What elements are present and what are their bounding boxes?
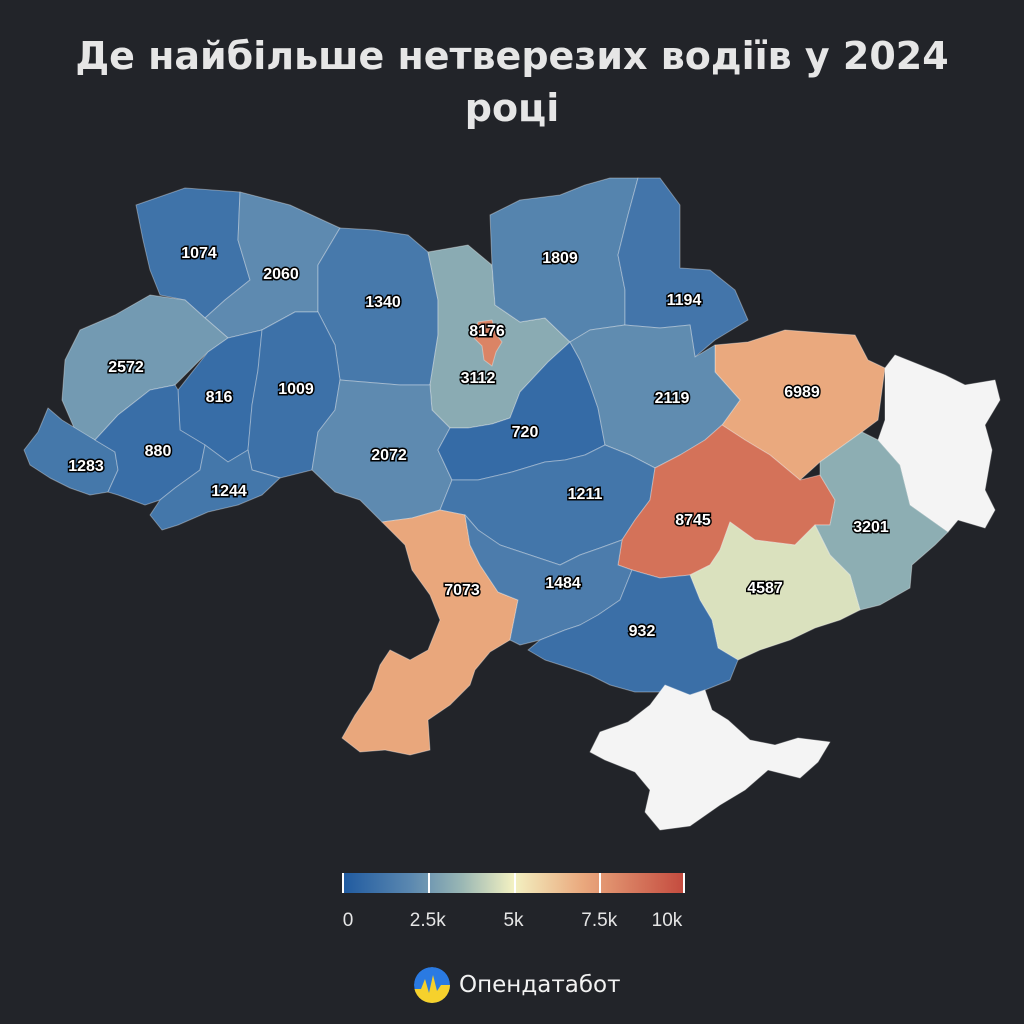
- region-donetsk[interactable]: [814, 431, 949, 611]
- value-label-mykolaiv: 1484: [545, 575, 581, 592]
- brand-logo: Опендатабот: [414, 965, 620, 1005]
- value-label-cherkasy: 720: [512, 424, 539, 441]
- legend-tick-label: 2.5k: [409, 910, 446, 931]
- value-label-zhytomyr: 1340: [365, 294, 401, 311]
- value-label-ternopil: 816: [206, 389, 233, 406]
- value-label-rivne: 2060: [263, 266, 299, 283]
- value-label-kharkiv: 6989: [784, 384, 820, 401]
- legend-tick: [599, 873, 602, 893]
- value-label-lviv: 2572: [108, 359, 144, 376]
- legend-tick-label: 7.5k: [581, 910, 618, 931]
- legend-tick-label: 10k: [651, 910, 683, 931]
- value-label-zaporizhzhia: 4587: [747, 580, 783, 597]
- value-label-donetsk: 3201: [853, 519, 889, 536]
- value-label-kyiv-city: 8176: [469, 323, 505, 340]
- value-label-chernihiv: 1809: [542, 250, 578, 267]
- region-sumy[interactable]: [617, 177, 749, 358]
- region-kyiv-city[interactable]: [473, 319, 503, 367]
- value-label-dnipropetrovsk: 8745: [675, 512, 711, 529]
- value-label-odesa: 7073: [444, 582, 480, 599]
- value-label-ivano-frankivsk: 880: [145, 443, 172, 460]
- region-crimea: [589, 684, 831, 831]
- legend-tick-label: 0: [342, 910, 354, 931]
- value-label-khmelnytskyi: 1009: [278, 381, 314, 398]
- value-label-kirovohrad: 1211: [568, 486, 603, 503]
- value-label-kherson: 932: [629, 623, 656, 640]
- legend-tick: [683, 873, 685, 893]
- legend-tick-label: 5k: [503, 910, 524, 931]
- region-chernivtsi[interactable]: [149, 444, 281, 531]
- value-label-vinnytsia: 2072: [371, 447, 407, 464]
- region-kherson[interactable]: [527, 569, 739, 696]
- value-label-poltava: 2119: [655, 390, 690, 407]
- value-label-volyn: 1074: [181, 245, 217, 262]
- value-label-zakarpattia: 1283: [68, 458, 104, 475]
- value-label-kyiv-oblast: 3112: [461, 370, 496, 387]
- value-label-sumy: 1194: [667, 292, 702, 309]
- legend-tick: [513, 873, 516, 893]
- opendatabot-logo-icon: [414, 967, 450, 1003]
- legend-tick: [427, 873, 430, 893]
- legend-tick: [342, 873, 344, 893]
- brand-name: Опендатабот: [459, 972, 621, 998]
- map-title: Де найбільше нетверезих водіїв у 2024 ро…: [75, 34, 949, 130]
- value-label-chernivtsi: 1244: [211, 483, 247, 500]
